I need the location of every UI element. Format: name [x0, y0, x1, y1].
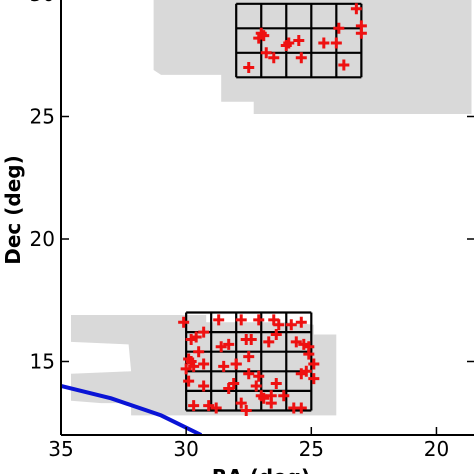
point-marker: [295, 402, 307, 414]
point-marker: [223, 338, 235, 350]
point-marker: [193, 346, 205, 358]
point-marker: [235, 397, 247, 409]
point-marker: [243, 351, 255, 363]
point-marker: [268, 52, 280, 64]
point-marker: [308, 358, 320, 370]
point-marker: [250, 380, 262, 392]
point-marker: [278, 390, 290, 402]
point-marker: [330, 37, 342, 49]
point-marker: [318, 37, 330, 49]
point-marker: [245, 333, 257, 345]
footprint-north: [153, 0, 472, 114]
x-tick-label: 20: [424, 437, 449, 461]
point-marker: [308, 373, 320, 385]
x-tick-label: 25: [299, 437, 324, 461]
y-axis-label: Dec (deg): [1, 155, 25, 264]
point-marker: [183, 375, 195, 387]
x-axis-label: RA (deg): [212, 465, 310, 474]
point-marker: [253, 314, 265, 326]
point-marker: [355, 27, 367, 39]
point-marker: [198, 326, 210, 338]
y-tick-label: 25: [30, 105, 55, 129]
point-marker: [295, 52, 307, 64]
y-tick-label: 15: [30, 350, 55, 374]
point-marker: [178, 316, 190, 328]
point-marker: [260, 47, 272, 59]
x-tick-label: 30: [173, 437, 198, 461]
point-marker: [290, 336, 302, 348]
survey-footprints: [71, 0, 472, 416]
x-tick-label: 35: [48, 437, 73, 461]
point-marker: [270, 378, 282, 390]
point-marker: [188, 400, 200, 412]
y-tick-label: 20: [30, 227, 55, 251]
point-marker: [270, 329, 282, 341]
point-marker: [253, 32, 265, 44]
point-marker: [235, 314, 247, 326]
point-marker: [215, 341, 227, 353]
point-marker: [198, 358, 210, 370]
point-marker: [350, 3, 362, 15]
point-marker: [295, 316, 307, 328]
ticks: 35 30 25 20 15 20 25 30: [30, 0, 474, 461]
point-marker: [333, 22, 345, 34]
point-marker: [240, 405, 252, 416]
point-marker: [188, 360, 200, 372]
point-marker: [303, 348, 315, 360]
line-boundary: [61, 384, 203, 435]
point-marker: [230, 358, 242, 370]
point-marker: [265, 397, 277, 409]
point-marker: [198, 380, 210, 392]
point-marker: [228, 378, 240, 390]
point-marker: [243, 368, 255, 380]
point-marker: [210, 402, 222, 414]
point-marker: [218, 360, 230, 372]
point-marker: [338, 59, 350, 71]
point-marker: [258, 392, 270, 404]
point-marker: [293, 35, 305, 47]
y-tick-label: 30: [30, 0, 55, 6]
axes: [60, 0, 474, 436]
boundary-lines: [61, 384, 203, 435]
point-marker: [203, 400, 215, 412]
point-marker: [213, 314, 225, 326]
point-marker: [273, 319, 285, 331]
point-marker: [243, 62, 255, 73]
point-marker: [180, 363, 192, 375]
source-markers: [178, 3, 367, 416]
point-marker: [253, 370, 265, 382]
point-marker: [285, 319, 297, 331]
point-marker: [283, 37, 295, 49]
point-marker: [190, 331, 202, 343]
point-marker: [263, 336, 275, 348]
point-marker: [300, 365, 312, 377]
